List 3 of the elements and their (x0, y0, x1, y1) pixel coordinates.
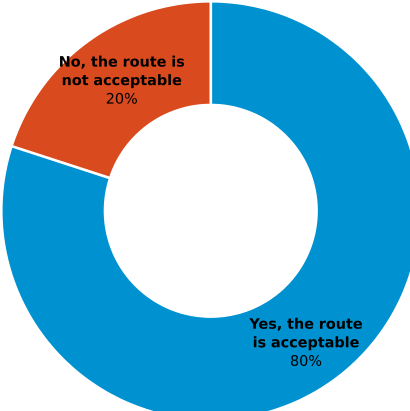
data-label: 20% (106, 92, 137, 104)
data-label: 80% (291, 355, 322, 366)
slice-label: Yes, the route is acceptable (249, 318, 362, 350)
